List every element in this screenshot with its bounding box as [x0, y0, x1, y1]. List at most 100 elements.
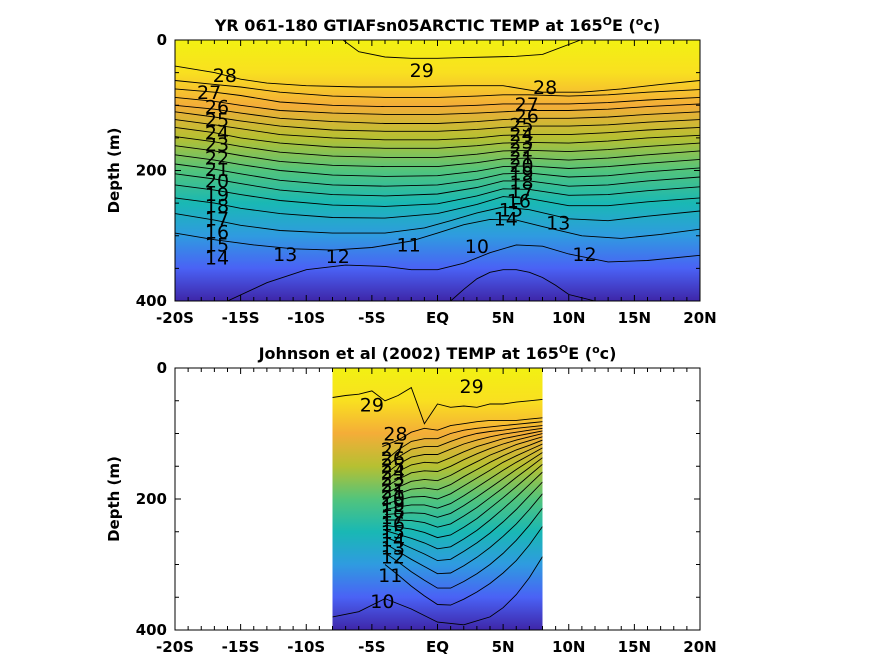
contour-line-14 [175, 196, 700, 219]
contour-label: 11 [378, 565, 402, 587]
contour-label: 23 [381, 468, 405, 490]
contour-line-25 [384, 427, 543, 475]
y-tick-label: 0 [157, 31, 167, 49]
contour-label: 16 [507, 190, 531, 212]
x-tick-label: 5N [492, 638, 515, 656]
contour-label: 26 [515, 105, 539, 127]
contour-line-24 [175, 104, 700, 124]
contour-label: 28 [213, 65, 237, 87]
contour-label: 24 [205, 122, 229, 144]
contour-line-27 [175, 80, 700, 98]
contour-label: 15 [205, 235, 229, 257]
x-tick-label: EQ [426, 309, 449, 327]
contour-line-18 [175, 154, 700, 177]
contour-line-13 [384, 493, 543, 575]
contour-label: 13 [273, 244, 297, 266]
contour-line-27 [384, 421, 543, 462]
contour-label: 16 [205, 222, 229, 244]
contour-label: 22 [509, 139, 533, 161]
contour-line-11 [227, 244, 700, 301]
x-tick-label: 5N [492, 309, 515, 327]
contour-line-19 [384, 447, 543, 510]
y-tick-label: 200 [136, 162, 167, 180]
contour-line-20 [175, 136, 700, 158]
contour-line-23 [384, 433, 543, 488]
contour-label: 19 [509, 163, 533, 185]
contour-label: 17 [509, 181, 533, 203]
contour-label: 14 [381, 529, 405, 551]
contour-label: 16 [381, 514, 405, 536]
contour-line-24 [384, 430, 543, 482]
contour-label: 23 [509, 132, 533, 154]
contour-line-15 [384, 471, 543, 550]
contour-line-10 [450, 269, 596, 301]
contour-line-12 [175, 218, 700, 251]
contour-label: 29 [410, 60, 434, 82]
chart-title: Johnson et al (2002) TEMP at 165OE (oc) [258, 343, 617, 363]
contour-lines [332, 386, 543, 626]
contour-label: 22 [205, 147, 229, 169]
x-tick-label: -5S [358, 638, 385, 656]
contour-label: 24 [381, 461, 405, 483]
contour-line-23 [175, 111, 700, 132]
y-tick-label: 200 [136, 490, 167, 508]
y-tick-label: 0 [157, 359, 167, 377]
contour-label: 29 [360, 394, 384, 416]
contour-line-15 [175, 184, 700, 207]
contour-label: 28 [383, 423, 407, 445]
contour-label: 15 [499, 199, 523, 221]
x-tick-label: -10S [287, 309, 325, 327]
x-tick-label: 15N [618, 638, 651, 656]
contour-label: 21 [381, 481, 405, 503]
contour-line-17 [385, 457, 543, 528]
contour-label: 17 [205, 209, 229, 231]
x-tick-label: 20N [683, 638, 716, 656]
contour-label: 13 [381, 537, 405, 559]
contour-line-25 [175, 96, 700, 115]
contour-label: 18 [205, 196, 229, 218]
contour-line-14 [384, 481, 543, 562]
y-axis-label: Depth (m) [105, 456, 123, 542]
contour-label: 25 [381, 455, 405, 477]
contour-label: 26 [381, 448, 405, 470]
contour-line-17 [175, 163, 700, 187]
x-tick-label: 10N [552, 638, 585, 656]
contour-lines [175, 40, 700, 301]
contour-label: 10 [465, 236, 489, 258]
contour-label: 20 [509, 155, 533, 177]
contour-line-21 [384, 439, 543, 500]
y-tick-label: 400 [136, 621, 167, 639]
contour-label: 20 [205, 171, 229, 193]
contour-line-11 [384, 526, 543, 606]
x-tick-label: EQ [426, 638, 449, 656]
x-tick-label: -10S [287, 638, 325, 656]
contour-label: 27 [515, 94, 539, 116]
contour-line-19 [175, 145, 700, 168]
bottom-panel: 29 29 282726252423222120191817161514131211… [105, 343, 717, 656]
contour-label: 27 [197, 82, 221, 104]
contour-label: 11 [397, 235, 421, 257]
contour-line-26 [175, 88, 700, 108]
contour-label: 25 [205, 109, 229, 131]
contour-line-22 [384, 436, 543, 495]
contour-label: 15 [381, 522, 405, 544]
contour-line-20 [384, 443, 543, 505]
x-tick-label: -5S [358, 309, 385, 327]
contour-line-26 [384, 425, 543, 468]
contour-line-18 [384, 452, 543, 518]
contour-line-29 [332, 386, 543, 425]
contour-label: 21 [205, 159, 229, 181]
y-axis-label: Depth (m) [105, 128, 123, 214]
contour-line-22 [175, 119, 700, 141]
contour-line-29 [342, 40, 581, 59]
y-tick-label: 400 [136, 292, 167, 310]
temperature-field [175, 40, 700, 301]
contour-label: 10 [370, 591, 394, 613]
contour-line-12 [384, 507, 543, 589]
x-tick-label: 20N [683, 309, 716, 327]
x-tick-label: -15S [222, 638, 260, 656]
contour-line-28 [175, 65, 700, 93]
x-tick-label: 10N [552, 309, 585, 327]
